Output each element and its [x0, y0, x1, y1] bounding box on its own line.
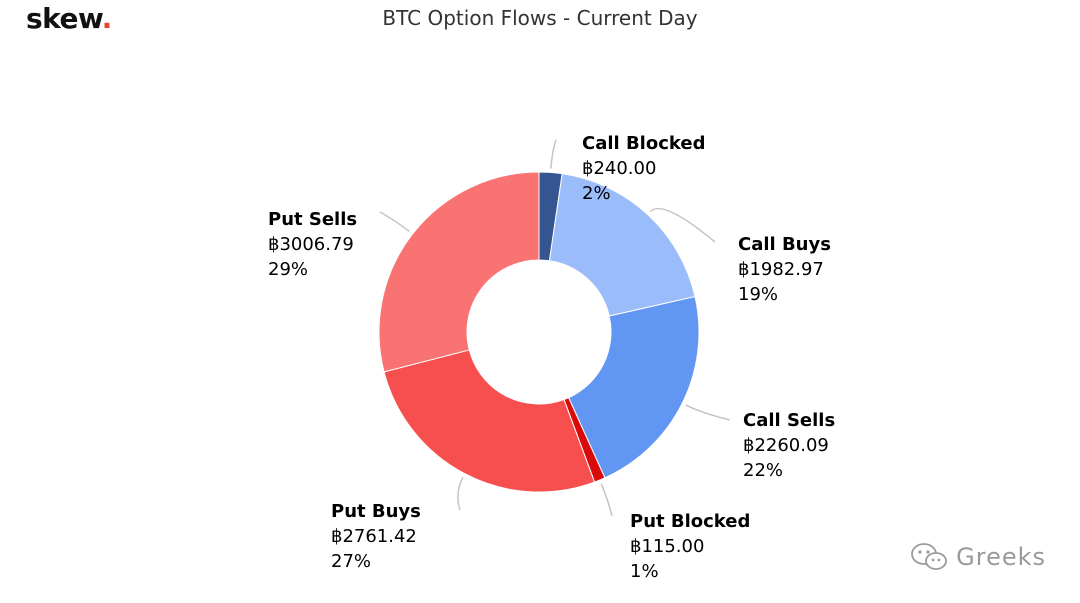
- watermark-text: Greeks: [956, 543, 1046, 571]
- label-call-buys-name: Call Buys: [738, 234, 831, 255]
- label-put-buys-percent: 27%: [331, 551, 371, 572]
- label-call-sells-percent: 22%: [743, 460, 783, 481]
- slice-call-buys: [548, 173, 696, 317]
- logo-dot: .: [101, 2, 113, 35]
- chart-leader-lines: [379, 139, 731, 517]
- logo-text: skew: [26, 2, 102, 35]
- label-call-sells-name: Call Sells: [743, 410, 835, 431]
- chart-slices: [378, 171, 700, 493]
- slice-put-sells: [378, 171, 540, 373]
- slice-call-sells: [567, 295, 700, 479]
- label-call-blocked-value: ฿240.00: [582, 158, 656, 179]
- leader-put-sells: [379, 211, 410, 233]
- label-put-blocked-name: Put Blocked: [630, 511, 750, 532]
- label-call-buys-percent: 19%: [738, 284, 778, 305]
- watermark: Greeks: [910, 542, 1046, 572]
- chart-labels: Call Blocked ฿240.00 2% Call Buys ฿1982.97 19…: [268, 133, 835, 582]
- label-call-sells-value: ฿2260.09: [743, 435, 829, 456]
- slice-put-buys: [383, 349, 596, 493]
- leader-call-blocked: [550, 139, 557, 169]
- label-put-sells-percent: 29%: [268, 259, 308, 280]
- wechat-icon: [911, 543, 948, 570]
- label-put-blocked-value: ฿115.00: [630, 536, 704, 557]
- label-put-buys-value: ฿2761.42: [331, 526, 417, 547]
- skew-logo: skew.: [26, 2, 112, 35]
- leader-put-blocked: [600, 483, 613, 517]
- label-call-buys-value: ฿1982.97: [738, 259, 824, 280]
- label-put-sells-name: Put Sells: [268, 209, 357, 230]
- label-put-blocked-percent: 1%: [630, 561, 659, 582]
- label-call-blocked-percent: 2%: [582, 183, 611, 204]
- label-put-buys-name: Put Buys: [331, 501, 421, 522]
- leader-call-buys: [649, 207, 716, 243]
- chart-title: BTC Option Flows - Current Day: [382, 6, 698, 30]
- label-put-sells-value: ฿3006.79: [268, 234, 354, 255]
- leader-put-buys: [457, 476, 464, 511]
- label-call-blocked-name: Call Blocked: [582, 133, 705, 154]
- leader-call-sells: [685, 404, 731, 421]
